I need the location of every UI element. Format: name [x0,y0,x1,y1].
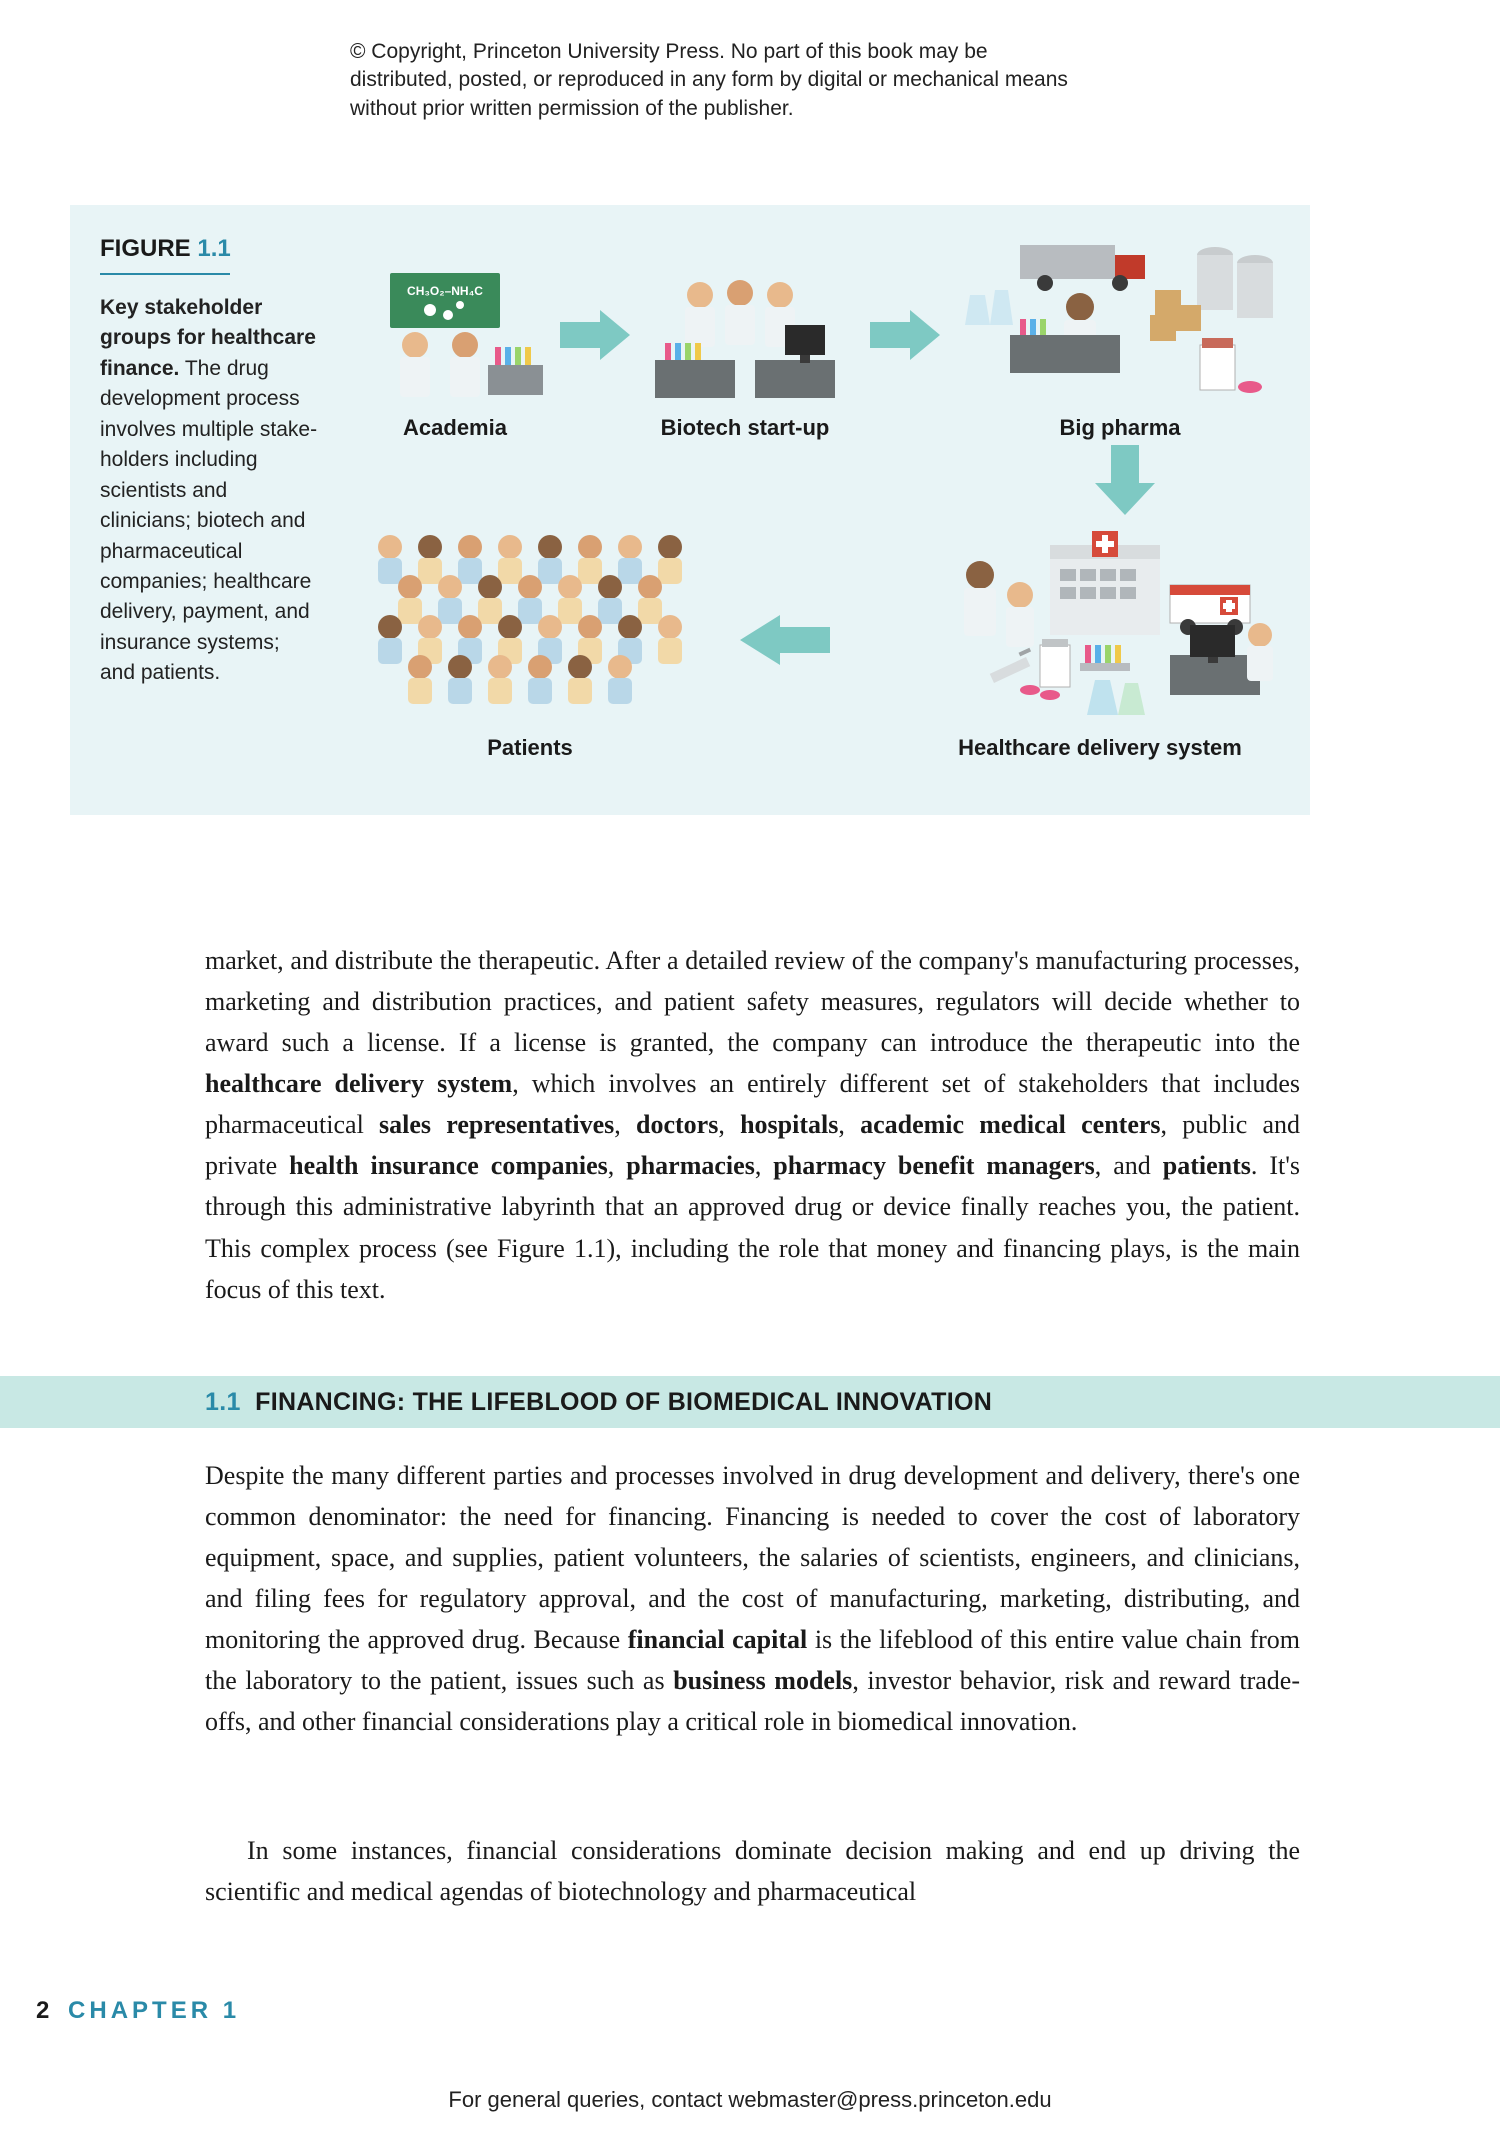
academia-icon: CH₃O₂–NH₄C [360,265,550,405]
node-bigpharma: Big pharma [950,235,1290,441]
figure-rule [100,273,230,275]
copyright-notice: © Copyright, Princeton University Press.… [350,38,1070,123]
node-biotech: Biotech start-up [630,265,860,441]
node-academia-label: Academia [350,415,560,441]
node-academia: CH₃O₂–NH₄C Academia [350,265,560,441]
figure-1-1: FIGURE 1.1 Key stakeholder groups for he… [70,205,1310,815]
p1-t8: , [838,1110,860,1139]
p1-t14: , [755,1151,773,1180]
node-healthcare: Healthcare delivery system [910,525,1290,761]
body-paragraph-2: Despite the many different parties and p… [205,1455,1300,1743]
body-paragraph-3: In some instances, financial considerati… [205,1830,1300,1912]
p2-b3: business models [673,1666,852,1695]
body-paragraph-1: market, and distribute the therapeutic. … [205,940,1300,1310]
p1-b9: academic medical centers [860,1110,1160,1139]
section-title: FINANCING: THE LIFEBLOOD OF BIOMEDICAL I… [255,1388,992,1416]
p1-t4: , [614,1110,636,1139]
figure-diagram: CH₃O₂–NH₄C Academia [350,235,1310,805]
bigpharma-icon [950,235,1290,405]
biotech-icon [635,265,855,405]
p2-b1: financial capital [628,1625,807,1654]
node-patients-label: Patients [350,735,710,761]
contact-footer: For general queries, contact webmaster@p… [0,2087,1500,2113]
figure-caption-body: The drug development process involves mu… [100,357,317,684]
p1-b5: doctors [636,1110,718,1139]
p1-t12: , [608,1151,626,1180]
section-heading: 1.1 FINANCING: THE LIFEBLOOD OF BIOMEDIC… [205,1388,992,1417]
node-healthcare-label: Healthcare delivery system [910,735,1290,761]
arrow-right-1 [560,310,630,360]
arrow-right-2 [870,310,940,360]
p1-t0: market, and distribute the therapeutic. … [205,946,1300,1057]
figure-caption: Key stakeholder groups for healthcare fi… [100,293,320,689]
page-footer: 2 CHAPTER 1 [36,1997,240,2025]
arrow-down [1095,445,1155,515]
section-number: 1.1 [205,1388,241,1416]
healthcare-icon [920,525,1280,725]
node-biotech-label: Biotech start-up [630,415,860,441]
p1-b17: patients [1163,1151,1251,1180]
node-patients: Patients [350,525,710,761]
p1-t16: , and [1095,1151,1163,1180]
svg-text:CH₃O₂–NH₄C: CH₃O₂–NH₄C [407,284,483,298]
p1-b3: sales representatives [379,1110,614,1139]
figure-label-prefix: FIGURE [100,235,197,262]
p1-b11: health insurance companies [289,1151,608,1180]
p1-b13: pharmacies [626,1151,755,1180]
page-number: 2 [36,1997,49,2024]
patients-icon [360,525,700,725]
p1-b1: healthcare delivery system [205,1069,512,1098]
p1-b15: pharmacy benefit managers [773,1151,1094,1180]
chapter-label: CHAPTER 1 [68,1997,240,2024]
arrow-left [740,615,830,665]
figure-number: 1.1 [197,235,230,262]
node-bigpharma-label: Big pharma [950,415,1290,441]
p1-b7: hospitals [740,1110,838,1139]
p1-t6: , [718,1110,740,1139]
